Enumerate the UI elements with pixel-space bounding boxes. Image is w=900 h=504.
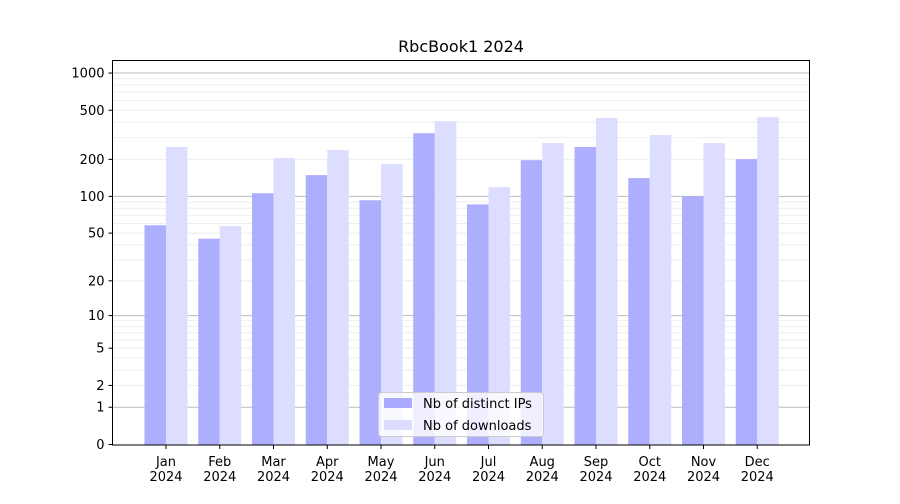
bar-downloads xyxy=(542,143,564,445)
legend: Nb of distinct IPs Nb of downloads xyxy=(378,392,544,437)
bar-downloads xyxy=(649,135,672,445)
legend-swatch-downloads xyxy=(384,420,412,430)
y-tick-label: 0 xyxy=(96,438,104,453)
y-tick-label: 10 xyxy=(88,309,105,324)
x-tick-label: 2024 xyxy=(579,470,612,485)
x-tick-label: Jan xyxy=(155,455,176,470)
bar-downloads xyxy=(166,146,188,445)
x-tick-label: Nov xyxy=(691,455,717,470)
x-tick-label: 2024 xyxy=(472,470,505,485)
x-tick-label: 2024 xyxy=(418,470,451,485)
x-tick-label: Sep xyxy=(584,455,609,470)
legend-label-downloads: Nb of downloads xyxy=(423,419,532,434)
x-axis: Jan2024Feb2024Mar2024Apr2024May2024Jun20… xyxy=(149,445,774,485)
x-tick-label: 2024 xyxy=(526,470,559,485)
y-tick-label: 50 xyxy=(88,227,105,242)
y-axis: 0 1 2 5 10 20 50 100 200 500 1000 xyxy=(71,67,113,453)
y-tick-label: 500 xyxy=(80,104,105,119)
x-tick-label: Oct xyxy=(639,455,661,470)
y-tick-label: 2 xyxy=(96,379,104,394)
x-tick-label: 2024 xyxy=(203,470,236,485)
x-tick-label: 2024 xyxy=(687,470,720,485)
x-tick-label: 2024 xyxy=(149,470,182,485)
bar-distinct-ips xyxy=(735,159,758,445)
x-tick-label: Apr xyxy=(316,455,339,470)
bar-downloads xyxy=(381,164,403,445)
bar-distinct-ips xyxy=(520,160,543,445)
bar-downloads xyxy=(434,121,457,445)
bar-downloads xyxy=(488,187,510,445)
y-tick-label: 1000 xyxy=(71,67,104,82)
y-tick-label: 5 xyxy=(96,342,104,357)
x-tick-label: 2024 xyxy=(364,470,397,485)
bar-downloads xyxy=(596,118,618,445)
x-tick-label: Feb xyxy=(208,455,231,470)
y-tick-label: 1 xyxy=(96,401,104,416)
plot-frame xyxy=(112,60,810,446)
bar-distinct-ips xyxy=(574,146,596,445)
bar-distinct-ips xyxy=(467,204,489,445)
x-tick-label: Mar xyxy=(261,455,286,470)
bar-downloads xyxy=(327,150,349,445)
legend-swatch-ips xyxy=(384,398,412,408)
bars xyxy=(144,117,779,445)
y-tick-label: 100 xyxy=(80,190,105,205)
x-tick-label: Aug xyxy=(530,455,555,470)
bar-downloads xyxy=(219,226,242,445)
y-tick-label: 200 xyxy=(80,153,105,168)
bar-downloads xyxy=(757,117,779,445)
bar-distinct-ips xyxy=(198,238,220,445)
bar-distinct-ips xyxy=(305,175,328,445)
x-tick-label: 2024 xyxy=(741,470,774,485)
x-tick-label: 2024 xyxy=(311,470,344,485)
y-tick-label: 20 xyxy=(88,274,105,289)
bar-distinct-ips xyxy=(252,193,274,445)
bar-distinct-ips xyxy=(682,196,704,445)
bar-distinct-ips xyxy=(359,200,381,445)
bar-downloads xyxy=(703,143,725,445)
bar-distinct-ips xyxy=(628,178,650,445)
bar-distinct-ips xyxy=(413,133,435,445)
legend-label-ips: Nb of distinct IPs xyxy=(423,397,532,412)
x-tick-label: May xyxy=(368,455,395,470)
x-tick-label: 2024 xyxy=(633,470,666,485)
x-tick-label: Dec xyxy=(745,455,770,470)
bar-downloads xyxy=(273,158,295,445)
chart-title: RbcBook1 2024 xyxy=(398,37,524,56)
bar-distinct-ips xyxy=(144,225,166,445)
x-tick-label: 2024 xyxy=(257,470,290,485)
x-tick-label: Jul xyxy=(480,455,497,470)
x-tick-label: Jun xyxy=(424,455,445,470)
